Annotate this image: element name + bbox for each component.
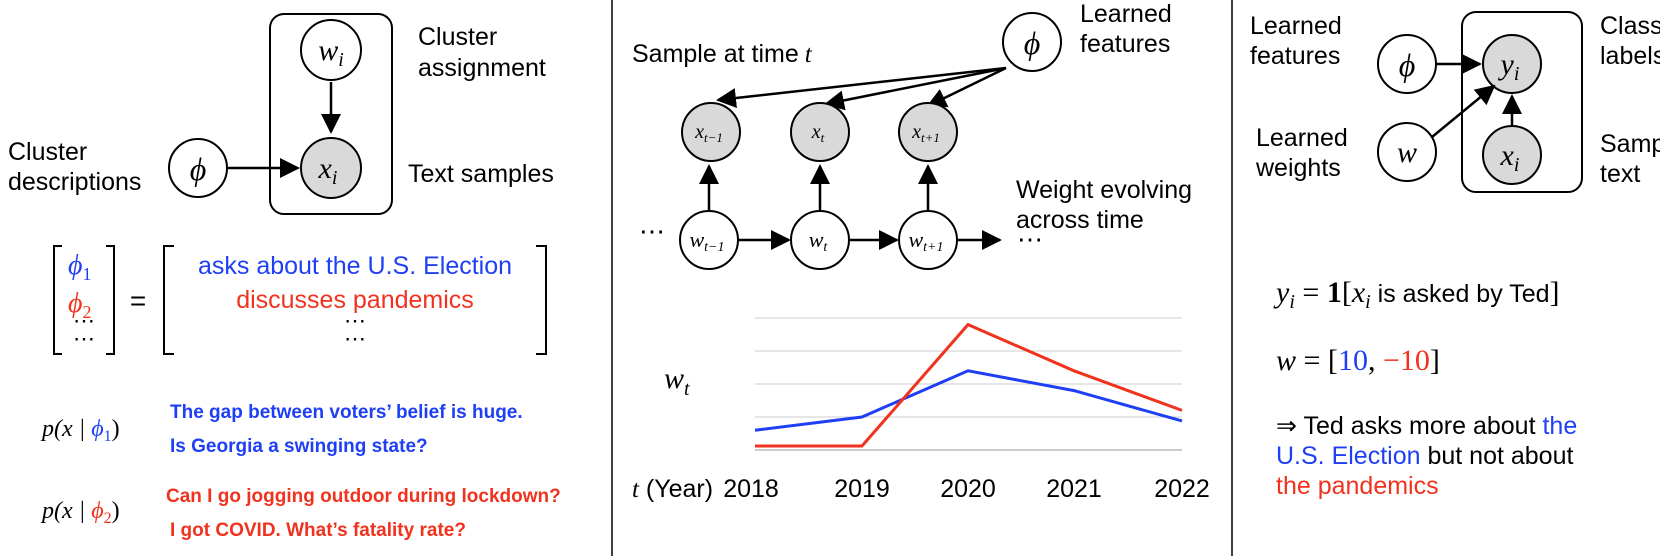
node-y-p3-label: yi bbox=[1498, 48, 1520, 85]
series-line-2 bbox=[755, 322, 1183, 448]
node-w-label: wi bbox=[318, 34, 344, 71]
panel-clustering: wi xi ϕ Cluster assignment Cluster descr… bbox=[8, 13, 561, 541]
cluster-assignment-label-2: assignment bbox=[418, 54, 546, 82]
vector-phi1: ϕ1 bbox=[68, 250, 92, 284]
series-line-1 bbox=[754, 369, 1183, 432]
node-w-t+1-label: wt+1 bbox=[908, 227, 943, 255]
chart-x-ticks: 2018 2019 2020 2021 2022 bbox=[723, 475, 1210, 503]
learned-weights-label-2: weights bbox=[1255, 154, 1341, 182]
desc-election: asks about the U.S. Election bbox=[198, 252, 512, 280]
learned-weights-label-1: Learned bbox=[1256, 124, 1348, 152]
class-labels-label-2: labels bbox=[1600, 42, 1660, 70]
sample-pandemic-1: Can I go jogging outdoor during lockdown… bbox=[166, 486, 561, 507]
node-x-t+1 bbox=[898, 102, 958, 162]
node-phi-label: ϕ bbox=[190, 151, 207, 187]
learned-features-label-1: Learned bbox=[1080, 0, 1172, 28]
left-bracket-open bbox=[53, 245, 62, 355]
learned-features-p3-label-1: Learned bbox=[1250, 12, 1342, 40]
sample-text-label-2: text bbox=[1600, 160, 1640, 188]
text-samples-label: Text samples bbox=[408, 160, 554, 188]
weight-evolving-label-1: Weight evolving bbox=[1016, 176, 1192, 204]
node-w-t-1 bbox=[679, 210, 739, 270]
vector-phi2: ϕ2 bbox=[68, 288, 92, 322]
node-phi-p3 bbox=[1377, 34, 1437, 94]
learned-features-p3-label-2: features bbox=[1250, 42, 1340, 70]
node-phi bbox=[168, 138, 228, 198]
node-x-t bbox=[790, 102, 850, 162]
cluster-descriptions-label-1: Cluster bbox=[8, 138, 87, 166]
node-x-label: xi bbox=[318, 152, 338, 189]
weight-evolving-label-2: across time bbox=[1016, 206, 1144, 234]
chart-grid bbox=[755, 317, 1182, 451]
learned-features-label-2: features bbox=[1080, 30, 1170, 58]
plate bbox=[269, 13, 393, 215]
node-x-t+1-label: xt+1 bbox=[911, 121, 940, 145]
px-phi1-label: p(x | ϕ1) bbox=[40, 416, 120, 445]
node-w-p3 bbox=[1377, 122, 1437, 182]
conclusion-line-2: U.S. Election but not about bbox=[1276, 442, 1573, 470]
node-x-p3 bbox=[1482, 125, 1542, 185]
sample-text-label-1: Sample bbox=[1600, 130, 1660, 158]
right-bracket-close bbox=[536, 245, 547, 355]
cluster-assignment-label-1: Cluster bbox=[418, 23, 497, 51]
vector-dots-1: ⋯ bbox=[73, 308, 95, 333]
wt-axis-label: wt bbox=[664, 362, 690, 400]
chart-series bbox=[754, 322, 1183, 448]
equation-y: yi = 1[xi is asked by Ted] bbox=[1273, 276, 1560, 313]
ellipsis-left: ⋯ bbox=[639, 217, 665, 246]
conclusion-line-3: the pandemics bbox=[1276, 472, 1439, 500]
arrow-phi-xt-1 bbox=[716, 66, 1007, 108]
sample-at-time-label: Sample at time t bbox=[632, 40, 813, 68]
ellipsis-right: ⋯ bbox=[1017, 225, 1043, 254]
node-x-t-1 bbox=[681, 102, 741, 162]
desc-dots-2: ⋯ bbox=[344, 326, 366, 351]
node-x-p3-label: xi bbox=[1500, 139, 1520, 176]
x-tick-label: 2018 bbox=[723, 475, 779, 503]
px-phi2-label: p(x | ϕ2) bbox=[40, 498, 120, 527]
x-tick-label: 2020 bbox=[940, 475, 996, 503]
sample-election-1: The gap between voters’ belief is huge. bbox=[170, 402, 523, 423]
node-phi-temporal bbox=[1002, 12, 1062, 72]
sample-election-2: Is Georgia a swinging state? bbox=[170, 436, 428, 457]
x-tick-label: 2022 bbox=[1154, 475, 1210, 503]
arrow-w-y bbox=[1431, 84, 1496, 138]
desc-pandemics: discusses pandemics bbox=[236, 286, 474, 314]
x-tick-label: 2019 bbox=[834, 475, 890, 503]
node-phi-temporal-label: ϕ bbox=[1024, 25, 1041, 61]
x-axis-title: t (Year) bbox=[632, 475, 713, 503]
cluster-descriptions-label-2: descriptions bbox=[8, 168, 141, 196]
conclusion-line-1: ⇒ Ted asks more about the bbox=[1276, 412, 1577, 440]
node-w-t+1 bbox=[898, 210, 958, 270]
equals-sign: = bbox=[130, 285, 146, 316]
node-w-p3-label: w bbox=[1397, 136, 1417, 169]
arrow-phi-xt+1 bbox=[926, 66, 1007, 108]
equation-w: w = [10, −10] bbox=[1276, 344, 1440, 377]
panel-classification: Learned features Learned weights ϕ w yi … bbox=[1250, 11, 1660, 500]
right-bracket-open bbox=[163, 245, 174, 355]
node-phi-p3-label: ϕ bbox=[1399, 47, 1416, 83]
node-x-t-1-label: xt−1 bbox=[694, 121, 723, 145]
left-bracket-close bbox=[106, 245, 115, 355]
desc-dots-1: ⋯ bbox=[344, 308, 366, 333]
node-x bbox=[300, 137, 362, 199]
arrow-phi-xt bbox=[824, 66, 1007, 111]
node-y-p3 bbox=[1482, 34, 1542, 94]
node-w-t-label: wt bbox=[809, 227, 829, 255]
plate-p3 bbox=[1461, 11, 1583, 193]
vector-dots-2: ⋯ bbox=[73, 326, 95, 351]
panel-temporal: Sample at time t ϕ Learned features xt−1 … bbox=[632, 0, 1210, 503]
node-w-t-1-label: wt−1 bbox=[689, 227, 724, 255]
node-w-t bbox=[790, 210, 850, 270]
node-w bbox=[300, 19, 362, 81]
class-labels-label-1: Class bbox=[1600, 12, 1660, 40]
sample-pandemic-2: I got COVID. What’s fatality rate? bbox=[170, 520, 466, 541]
x-tick-label: 2021 bbox=[1046, 475, 1102, 503]
node-x-t-label: xt bbox=[811, 121, 825, 145]
